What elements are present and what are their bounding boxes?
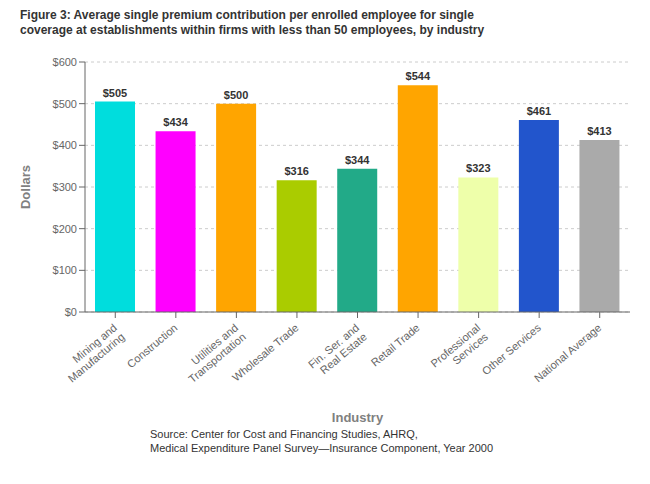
svg-text:$544: $544	[406, 70, 431, 82]
html-text:Medical Expenditure Panel Surv: Medical Expenditure Panel Survey—Insuran…	[150, 442, 493, 454]
svg-text:$400: $400	[53, 139, 77, 151]
svg-text:$0: $0	[65, 306, 77, 318]
svg-text:$461: $461	[527, 105, 551, 117]
html-text:Professional: Professional	[428, 321, 483, 370]
svg-text:$500: $500	[53, 98, 77, 110]
svg-text:Retail Trade: Retail Trade	[369, 321, 422, 368]
svg-text:$323: $323	[466, 162, 490, 174]
svg-text:$505: $505	[103, 87, 127, 99]
html-text:Services: Services	[450, 330, 491, 367]
svg-text:Wholesale Trade: Wholesale Trade	[230, 321, 301, 383]
svg-text:Dollars: Dollars	[18, 165, 33, 209]
html-text:Transportation: Transportation	[186, 330, 248, 385]
svg-text:$316: $316	[284, 165, 308, 177]
svg-text:Industry: Industry	[332, 410, 384, 425]
svg-text:$100: $100	[53, 264, 77, 276]
svg-text:$600: $600	[53, 56, 77, 68]
svg-text:$200: $200	[53, 223, 77, 235]
svg-text:Mining andManufacturing: Mining andManufacturing	[58, 321, 127, 384]
html-text:Utilities and: Utilities and	[188, 321, 241, 367]
html-text:Source: Center for Cost and Fi: Source: Center for Cost and Financing St…	[150, 428, 418, 440]
svg-text:National Average: National Average	[532, 321, 604, 384]
svg-text:$413: $413	[587, 125, 611, 137]
svg-text:$300: $300	[53, 181, 77, 193]
svg-text:Construction: Construction	[125, 321, 180, 370]
svg-text:Fin. Ser. andReal Estate: Fin. Ser. andReal Estate	[306, 321, 369, 379]
svg-text:$434: $434	[163, 116, 188, 128]
html-text:Figure 3: Average single premi: Figure 3: Average single premium contrib…	[20, 8, 474, 22]
svg-text:$500: $500	[224, 89, 248, 101]
html-text:coverage at establishments wit: coverage at establishments within firms …	[20, 23, 485, 37]
svg-text:$344: $344	[345, 154, 370, 166]
svg-text:Other Services: Other Services	[479, 321, 543, 377]
